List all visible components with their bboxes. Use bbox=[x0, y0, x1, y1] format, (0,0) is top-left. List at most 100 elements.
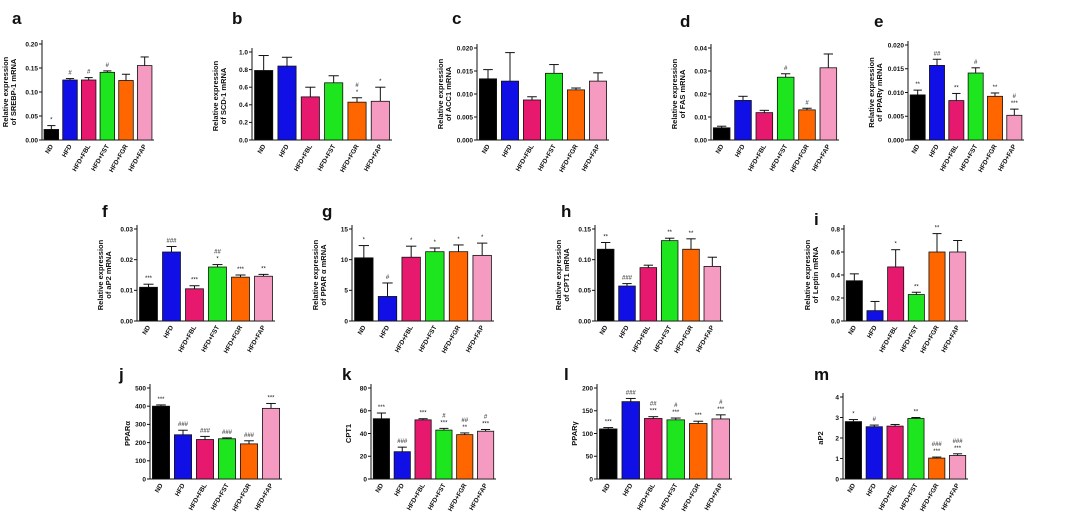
bar-hfd-fbl bbox=[948, 100, 965, 141]
y-tick-label: 0.8 bbox=[239, 67, 248, 74]
bar-hfd bbox=[621, 401, 640, 480]
significance-mark: ## bbox=[650, 402, 657, 408]
significance-mark: * bbox=[363, 238, 366, 244]
significance-mark: # bbox=[386, 275, 390, 281]
y-tick-label: 200 bbox=[582, 385, 593, 392]
category-label: HFD+FBL bbox=[515, 143, 536, 172]
category-label: HFD+FGR bbox=[919, 324, 941, 355]
y-axis-label: Relative expression bbox=[311, 239, 320, 310]
y-tick-label: 0 bbox=[835, 476, 839, 483]
y-tick-label: 0.10 bbox=[578, 257, 591, 264]
significance-mark: # bbox=[1013, 94, 1017, 100]
bar-hfd-fbl bbox=[644, 418, 663, 480]
category-label: HFD+FAP bbox=[581, 143, 602, 173]
bar-hfd bbox=[62, 79, 78, 141]
significance-mark: ### bbox=[222, 430, 233, 436]
category-label: HFD+FGR bbox=[977, 143, 999, 174]
y-axis-label: aP2 bbox=[816, 431, 825, 444]
significance-mark: # bbox=[805, 100, 809, 106]
y-axis-label: Relative expression bbox=[211, 60, 220, 131]
y-tick-label: 0.4 bbox=[239, 102, 248, 109]
category-label: HFD+FGR bbox=[558, 143, 580, 174]
bar-hfd-fap bbox=[254, 275, 273, 322]
category-label: HFD bbox=[618, 324, 631, 339]
category-label: HFD+FGR bbox=[789, 143, 811, 174]
bar-hfd bbox=[866, 310, 884, 322]
category-label: HFD bbox=[501, 143, 514, 158]
bar-hfd-fgr bbox=[347, 101, 367, 141]
y-tick-label: 0.20 bbox=[25, 41, 38, 48]
significance-mark: # bbox=[674, 403, 678, 409]
significance-mark: *** bbox=[237, 267, 245, 273]
y-tick-label: 0.15 bbox=[25, 65, 38, 72]
category-label: HFD+FST bbox=[769, 143, 790, 172]
bar-hfd-fbl bbox=[755, 112, 774, 141]
category-label: HFD+FST bbox=[427, 482, 448, 511]
panel-a: a Relative expression of SREBP-1 mRNA 0.00 0… bbox=[1, 9, 154, 174]
category-label: HFD+FST bbox=[537, 143, 558, 172]
y-axis-label: Relative expression bbox=[554, 239, 563, 310]
y-axis-label: of FAS mRNA bbox=[678, 69, 687, 118]
bar-hfd-fbl bbox=[414, 419, 432, 480]
significance-mark: *** bbox=[717, 407, 725, 413]
significance-mark: # bbox=[442, 413, 446, 419]
category-label: ND bbox=[357, 324, 368, 336]
significance-mark: * bbox=[481, 235, 484, 241]
category-label: HFD+FBL bbox=[631, 324, 652, 353]
y-tick-label: 2 bbox=[835, 435, 839, 442]
y-tick-label: 0.6 bbox=[239, 85, 248, 92]
panel-letter: m bbox=[814, 365, 829, 384]
significance-mark: ## bbox=[934, 51, 941, 57]
y-tick-label: 0.2 bbox=[831, 295, 840, 302]
y-tick-label: 100 bbox=[135, 458, 146, 465]
category-label: HFD+FAP bbox=[468, 482, 489, 512]
significance-mark: * bbox=[356, 90, 359, 96]
y-axis-label: PPARγ bbox=[570, 420, 579, 445]
panel-letter: g bbox=[322, 202, 332, 221]
significance-mark: ### bbox=[953, 439, 964, 445]
category-label: HFD+FST bbox=[90, 143, 111, 172]
significance-mark: ### bbox=[200, 428, 211, 434]
y-tick-label: 0.010 bbox=[888, 90, 905, 97]
bar-hfd-fgr bbox=[987, 95, 1003, 141]
y-axis-label: of PPAR α mRNA bbox=[319, 244, 328, 306]
bar-nd bbox=[152, 405, 170, 480]
significance-mark: ** bbox=[462, 425, 467, 431]
category-label: HFD+FST bbox=[200, 324, 221, 353]
panel-k: kCPT1020406080***ND###HFD***HFD+FBL#***H… bbox=[342, 365, 496, 513]
significance-mark: # bbox=[106, 63, 110, 69]
y-tick-label: 4 bbox=[835, 394, 839, 401]
bar-hfd-fst bbox=[99, 71, 116, 141]
y-tick-label: 0.005 bbox=[457, 114, 474, 121]
panel-h: h Relative expression of CPT1 mRNA 0.00 0.05… bbox=[554, 202, 723, 355]
category-label: HFD+FST bbox=[317, 143, 338, 172]
bar-hfd-fap bbox=[136, 65, 153, 141]
bar-hfd-fbl bbox=[887, 266, 905, 322]
y-tick-label: 0.00 bbox=[120, 318, 133, 325]
y-axis-label: of Leptin mRNA bbox=[811, 246, 820, 303]
significance-mark: # bbox=[484, 415, 488, 421]
category-label: HFD+FBL bbox=[636, 482, 657, 511]
panel-l: lPPARγ050100150200***ND###HFD##***HFD+FB… bbox=[564, 365, 732, 513]
y-axis-label: of ACC1 mRNA bbox=[444, 66, 453, 121]
category-label: ND bbox=[599, 324, 610, 336]
y-tick-label: 100 bbox=[582, 431, 593, 438]
panel-letter: j bbox=[118, 365, 124, 384]
significance-mark: *** bbox=[482, 422, 490, 428]
bar-hfd-fap bbox=[711, 418, 730, 480]
bar-hfd-fbl bbox=[185, 288, 204, 322]
bar-nd bbox=[599, 428, 618, 480]
bar-nd bbox=[844, 421, 862, 480]
panel-letter: k bbox=[342, 365, 352, 384]
bar-nd bbox=[909, 94, 926, 141]
y-tick-label: 20 bbox=[360, 454, 368, 461]
bar-hfd-fst bbox=[776, 76, 795, 141]
bar-hfd bbox=[174, 434, 192, 480]
significance-mark: ### bbox=[626, 390, 637, 396]
significance-mark: * bbox=[216, 257, 219, 263]
bar-hfd-fbl bbox=[886, 425, 904, 480]
panel-letter: a bbox=[12, 9, 22, 28]
bar-hfd-fst bbox=[907, 418, 925, 480]
y-tick-label: 0 bbox=[589, 476, 593, 483]
